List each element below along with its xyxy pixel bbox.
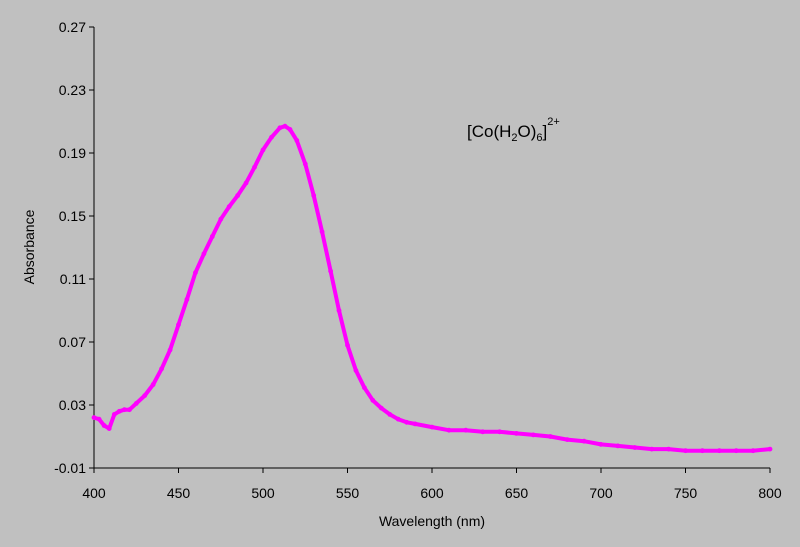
data-point xyxy=(767,446,773,452)
data-point xyxy=(733,448,739,454)
data-point xyxy=(598,442,604,447)
data-point xyxy=(159,366,165,372)
data-point xyxy=(632,445,638,450)
absorbance-series-line xyxy=(92,124,772,453)
data-point xyxy=(260,147,266,153)
y-tick-label: 0.27 xyxy=(59,19,86,35)
data-point xyxy=(387,412,393,417)
y-tick-label: 0.15 xyxy=(59,208,86,224)
data-point xyxy=(615,443,621,449)
x-axis-title: Wavelength (nm) xyxy=(379,513,485,529)
series-layer xyxy=(91,123,773,454)
data-point xyxy=(218,216,224,222)
data-point xyxy=(277,125,283,131)
x-tick-label: 400 xyxy=(82,485,106,501)
data-point xyxy=(235,193,241,198)
x-tick-label: 600 xyxy=(420,485,444,501)
data-point xyxy=(122,407,127,413)
data-point xyxy=(716,448,722,454)
data-point xyxy=(353,368,359,373)
data-point xyxy=(252,164,257,170)
x-tick-label: 800 xyxy=(758,485,782,501)
data-point xyxy=(184,297,190,302)
data-point xyxy=(497,429,502,435)
data-point xyxy=(116,408,122,414)
data-point xyxy=(269,134,274,140)
x-tick-label: 450 xyxy=(167,485,191,501)
data-point xyxy=(101,423,107,428)
data-point xyxy=(404,419,410,425)
annotation-prefix: [Co(H xyxy=(467,122,511,141)
x-tick-label: 550 xyxy=(336,485,360,501)
x-tick-label: 700 xyxy=(589,485,613,501)
data-point xyxy=(243,180,249,186)
complex-annotation: [Co(H2O)6]2+ xyxy=(467,116,560,144)
data-point xyxy=(480,429,486,435)
data-point xyxy=(176,322,181,328)
annotation-charge-superscript: 2+ xyxy=(547,116,560,128)
y-axis-ticks: -0.01 0.03 0.07 0.11 0.15 0.19 0.23 0.27 xyxy=(54,19,94,476)
x-tick-label: 750 xyxy=(674,485,698,501)
y-tick-label: 0.03 xyxy=(59,397,86,413)
data-point xyxy=(564,437,570,442)
data-point xyxy=(336,308,342,313)
data-point xyxy=(328,268,333,274)
plot-area xyxy=(94,27,770,468)
data-point xyxy=(302,161,308,167)
data-point xyxy=(362,385,367,391)
data-point xyxy=(514,431,519,436)
data-point xyxy=(446,427,452,433)
data-point xyxy=(201,251,207,257)
data-point xyxy=(133,401,139,406)
annotation-suffix: ] xyxy=(543,122,548,141)
data-point xyxy=(395,416,401,422)
y-tick-label: 0.23 xyxy=(59,82,86,98)
data-point xyxy=(209,234,215,239)
data-point xyxy=(429,424,435,430)
annotation-subscript-6: 6 xyxy=(536,132,542,144)
data-point xyxy=(345,342,350,348)
data-point xyxy=(106,426,112,431)
data-point xyxy=(167,347,173,353)
annotation-subscript-2: 2 xyxy=(511,132,517,144)
y-axis-title: Absorbance xyxy=(21,209,37,284)
data-point xyxy=(581,438,587,444)
data-point xyxy=(142,393,148,398)
data-point xyxy=(370,397,376,403)
data-point xyxy=(226,204,232,210)
data-point xyxy=(750,448,756,454)
x-tick-label: 650 xyxy=(505,485,529,501)
y-tick-label: 0.19 xyxy=(59,145,86,161)
data-point xyxy=(111,412,117,417)
data-point xyxy=(378,405,384,411)
data-point xyxy=(683,448,688,454)
data-point xyxy=(91,415,97,420)
data-point xyxy=(287,126,293,132)
data-point xyxy=(700,448,705,454)
x-tick-label: 500 xyxy=(251,485,275,501)
data-point xyxy=(412,421,418,427)
y-tick-label: 0.11 xyxy=(60,271,86,287)
data-point xyxy=(294,138,300,143)
data-point xyxy=(649,446,655,452)
data-point xyxy=(311,193,317,198)
data-point xyxy=(282,123,288,129)
data-point xyxy=(127,407,132,413)
data-point xyxy=(547,434,553,439)
y-tick-label: 0.07 xyxy=(59,334,86,350)
data-point xyxy=(193,270,198,276)
data-point xyxy=(96,416,102,422)
data-point xyxy=(666,446,671,452)
data-point xyxy=(531,432,536,438)
annotation-mid: O) xyxy=(518,122,537,141)
data-point xyxy=(463,427,469,433)
x-axis-ticks: 400 450 500 550 600 650 700 750 800 xyxy=(82,468,782,501)
data-point xyxy=(319,229,325,235)
y-tick-label: -0.01 xyxy=(54,460,86,476)
data-point xyxy=(150,382,156,387)
